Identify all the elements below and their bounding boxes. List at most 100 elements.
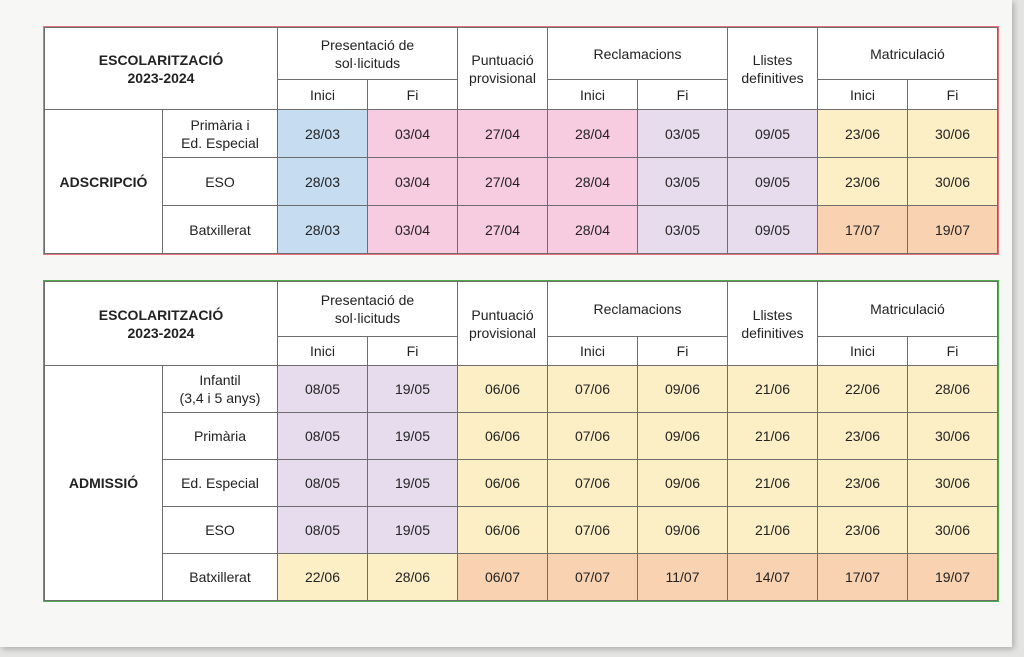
adscripcio-label: ADSCRIPCIÓ [44, 109, 163, 254]
sub-inici: Inici [817, 79, 908, 110]
date-cell: 27/04 [457, 157, 548, 206]
date-cell: 28/06 [367, 553, 458, 601]
date-cell: 19/05 [367, 365, 458, 413]
table-row: ESO 28/03 03/04 27/04 28/04 03/05 09/05 23/06 30… [45, 157, 998, 206]
date-cell: 03/04 [367, 109, 458, 158]
date-cell: 23/06 [817, 506, 908, 554]
date-cell: 11/07 [637, 553, 728, 601]
date-cell: 09/06 [637, 459, 728, 507]
col-matriculacio: Matriculació [817, 281, 998, 337]
level-cell: ESO [162, 157, 278, 206]
admissio-table: ESCOLARITZACIÓ 2023-2024 Presentació de … [43, 280, 999, 602]
date-cell: 09/05 [727, 205, 818, 254]
level-cell: Infantil (3,4 i 5 anys) [162, 365, 278, 413]
date-cell: 17/07 [817, 553, 908, 601]
title-cell: ESCOLARITZACIÓ 2023-2024 [44, 281, 278, 366]
date-cell: 07/06 [547, 412, 638, 460]
level-line2: Ed. Especial [181, 134, 259, 151]
table-row: Batxillerat 28/03 03/04 27/04 28/04 03/05 09/0… [45, 205, 998, 254]
date-cell: 06/06 [457, 459, 548, 507]
table-row: Batxillerat 22/06 28/06 06/07 07/07 11/07 14/0… [45, 553, 998, 601]
date-cell: 28/03 [277, 109, 368, 158]
date-cell: 21/06 [727, 412, 818, 460]
date-cell: 09/06 [637, 506, 728, 554]
sub-fi: Fi [367, 336, 458, 366]
level-cell: ESO [162, 506, 278, 554]
date-cell: 07/06 [547, 506, 638, 554]
date-cell: 23/06 [817, 459, 908, 507]
date-cell: 23/06 [817, 109, 908, 158]
date-cell: 21/06 [727, 459, 818, 507]
document-page: ESCOLARITZACIÓ 2023-2024 Presentació de … [0, 0, 1012, 647]
date-cell: 19/07 [907, 205, 998, 254]
date-cell: 19/05 [367, 412, 458, 460]
col-matriculacio: Matriculació [817, 27, 998, 80]
level-line1: Primària i [190, 116, 250, 133]
level-line1: Primària [193, 428, 247, 444]
date-cell: 28/03 [277, 157, 368, 206]
title-line1: ESCOLARITZACIÓ [98, 306, 224, 323]
date-cell: 08/05 [277, 365, 368, 413]
date-cell: 06/07 [457, 553, 548, 601]
date-cell: 06/06 [457, 506, 548, 554]
date-cell: 28/06 [907, 365, 998, 413]
adscripcio-table: ESCOLARITZACIÓ 2023-2024 Presentació de … [43, 26, 999, 255]
col-reclamacions: Reclamacions [547, 27, 728, 80]
level-line1: Ed. Especial [181, 475, 259, 491]
col-llistes: Llistes definitives [727, 27, 818, 110]
date-cell: 08/05 [277, 412, 368, 460]
date-cell: 03/05 [637, 205, 728, 254]
sub-inici: Inici [277, 79, 368, 110]
date-cell: 30/06 [907, 459, 998, 507]
level-cell: Primària i Ed. Especial [162, 109, 278, 158]
date-cell: 09/06 [637, 412, 728, 460]
title-line2: 2023-2024 [127, 69, 195, 86]
sub-fi: Fi [367, 79, 458, 110]
date-cell: 07/06 [547, 459, 638, 507]
sub-fi: Fi [637, 79, 728, 110]
date-cell: 27/04 [457, 109, 548, 158]
sub-inici: Inici [547, 79, 638, 110]
col-puntuacio: Puntuació provisional [457, 27, 548, 110]
date-cell: 14/07 [727, 553, 818, 601]
admissio-label: ADMISSIÓ [44, 365, 163, 601]
date-cell: 09/05 [727, 109, 818, 158]
date-cell: 28/04 [547, 205, 638, 254]
date-cell: 19/07 [907, 553, 998, 601]
sub-fi: Fi [907, 79, 998, 110]
date-cell: 30/06 [907, 506, 998, 554]
date-cell: 28/03 [277, 205, 368, 254]
date-cell: 30/06 [907, 109, 998, 158]
col-reclamacions: Reclamacions [547, 281, 728, 337]
date-cell: 06/06 [457, 412, 548, 460]
date-cell: 19/05 [367, 459, 458, 507]
date-cell: 21/06 [727, 365, 818, 413]
sub-inici: Inici [817, 336, 908, 366]
col-llistes: Llistes definitives [727, 281, 818, 366]
date-cell: 09/06 [637, 365, 728, 413]
col-presentacio: Presentació de sol·licituds [277, 281, 458, 337]
date-cell: 23/06 [817, 412, 908, 460]
title-cell: ESCOLARITZACIÓ 2023-2024 [44, 27, 278, 110]
date-cell: 21/06 [727, 506, 818, 554]
level-cell: Batxillerat [162, 205, 278, 254]
date-cell: 30/06 [907, 157, 998, 206]
date-cell: 09/05 [727, 157, 818, 206]
level-cell: Ed. Especial [162, 459, 278, 507]
date-cell: 27/04 [457, 205, 548, 254]
date-cell: 03/04 [367, 205, 458, 254]
level-line1: Infantil [199, 372, 241, 388]
date-cell: 22/06 [277, 553, 368, 601]
table-row: ESO 08/05 19/05 06/06 07/06 09/06 21/06 23/06 30… [45, 506, 998, 554]
date-cell: 07/06 [547, 365, 638, 413]
col-puntuacio: Puntuació provisional [457, 281, 548, 366]
table-row: ADMISSIÓ Infantil (3,4 i 5 anys) 08/05 19/05… [44, 365, 998, 601]
title-line2: 2023-2024 [127, 324, 195, 341]
level-line1: ESO [205, 522, 235, 538]
sub-inici: Inici [277, 336, 368, 366]
level-line2: (3,4 i 5 anys) [179, 390, 261, 406]
table-row: Primària 08/05 19/05 06/06 07/06 09/06 21/06 23… [45, 412, 998, 460]
date-cell: 08/05 [277, 459, 368, 507]
level-cell: Primària [162, 412, 278, 460]
table-row: ADSCRIPCIÓ Primària i Ed. Especial 28/03 03/… [44, 109, 998, 254]
